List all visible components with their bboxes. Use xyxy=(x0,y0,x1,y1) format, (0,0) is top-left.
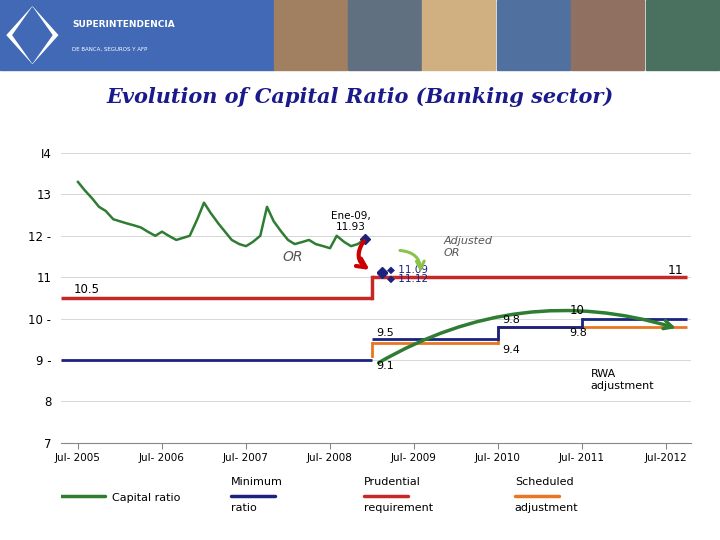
Polygon shape xyxy=(13,8,52,63)
Bar xyxy=(497,0,570,70)
Text: Adjusted
OR: Adjusted OR xyxy=(444,236,492,258)
Polygon shape xyxy=(7,7,58,63)
Text: 9.8: 9.8 xyxy=(570,328,588,338)
Text: ratio: ratio xyxy=(231,503,257,513)
Text: SUPERINTENDENCIA: SUPERINTENDENCIA xyxy=(72,20,175,29)
Text: RWA
adjustment: RWA adjustment xyxy=(590,369,654,391)
Bar xyxy=(646,0,719,70)
Text: 9.5: 9.5 xyxy=(376,328,394,339)
Text: Evolution of Capital Ratio (Banking sector): Evolution of Capital Ratio (Banking sect… xyxy=(107,87,613,107)
Text: 10.5: 10.5 xyxy=(74,283,100,296)
Text: requirement: requirement xyxy=(364,503,433,513)
Bar xyxy=(348,0,421,70)
Text: ◆ 11.12: ◆ 11.12 xyxy=(387,274,428,284)
Text: 10: 10 xyxy=(570,303,584,316)
Text: 9.4: 9.4 xyxy=(502,345,520,355)
Text: Scheduled: Scheduled xyxy=(515,477,573,487)
Bar xyxy=(571,0,644,70)
Text: Minimum: Minimum xyxy=(231,477,283,487)
Text: 9.1: 9.1 xyxy=(376,361,394,371)
Text: OR: OR xyxy=(282,251,302,265)
Text: 11: 11 xyxy=(667,264,683,277)
Text: adjustment: adjustment xyxy=(515,503,578,513)
Bar xyxy=(0,0,274,70)
Bar xyxy=(274,0,346,70)
Text: 9.8: 9.8 xyxy=(502,315,520,325)
Text: Capital ratio: Capital ratio xyxy=(112,493,180,503)
Text: Prudential: Prudential xyxy=(364,477,420,487)
Bar xyxy=(423,0,495,70)
Text: ◆ 11.09: ◆ 11.09 xyxy=(387,265,428,275)
Text: Ene-09,
11.93: Ene-09, 11.93 xyxy=(331,211,371,233)
Text: DE BANCA, SEGUROS Y AFP: DE BANCA, SEGUROS Y AFP xyxy=(72,46,148,52)
